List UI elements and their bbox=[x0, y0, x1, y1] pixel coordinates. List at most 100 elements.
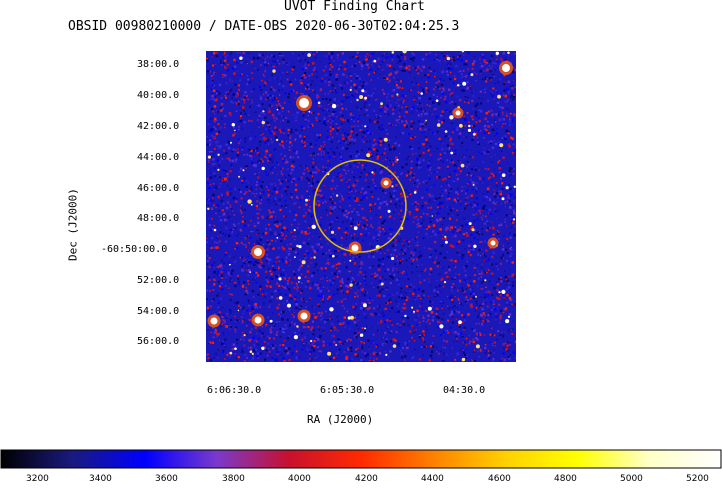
star bbox=[385, 353, 388, 356]
y-tick-label: 48:00.0 bbox=[137, 213, 180, 224]
star bbox=[461, 51, 465, 53]
star bbox=[269, 319, 273, 323]
star bbox=[396, 93, 399, 96]
star bbox=[380, 282, 384, 286]
chart-subtitle: OBSID 00980210000 / DATE-OBS 2020-06-30T… bbox=[68, 19, 460, 34]
star bbox=[230, 141, 232, 144]
star bbox=[293, 229, 296, 232]
y-tick-label: -60:50:00.0 bbox=[101, 244, 168, 255]
star bbox=[512, 218, 516, 221]
star bbox=[472, 183, 475, 186]
star bbox=[229, 351, 233, 355]
star bbox=[457, 84, 460, 87]
star bbox=[472, 132, 476, 136]
star bbox=[294, 256, 296, 258]
star bbox=[411, 306, 414, 309]
star bbox=[497, 94, 501, 99]
star bbox=[217, 168, 220, 171]
star-field bbox=[207, 51, 516, 362]
star bbox=[498, 291, 501, 294]
y-axis-label: Dec (J2000) bbox=[66, 188, 80, 261]
star bbox=[444, 235, 447, 238]
star bbox=[396, 158, 399, 161]
y-tick-label: 56:00.0 bbox=[137, 336, 180, 347]
x-axis-label: RA (J2000) bbox=[307, 413, 374, 426]
star bbox=[329, 307, 334, 312]
star bbox=[207, 207, 210, 210]
bright-star bbox=[502, 64, 510, 72]
star bbox=[364, 125, 367, 128]
star bbox=[262, 110, 265, 113]
y-tick-label: 46:00.0 bbox=[137, 183, 180, 194]
star bbox=[495, 51, 499, 55]
colorbar-tick-label: 4600 bbox=[488, 474, 511, 484]
star bbox=[242, 169, 245, 172]
star bbox=[234, 129, 236, 132]
bright-star bbox=[254, 316, 262, 324]
colorbar bbox=[0, 449, 722, 469]
star bbox=[431, 215, 434, 217]
star bbox=[301, 260, 306, 265]
y-tick-label: 52:00.0 bbox=[137, 275, 180, 286]
star bbox=[298, 245, 302, 249]
star bbox=[331, 103, 337, 109]
star bbox=[366, 153, 371, 158]
star bbox=[467, 128, 472, 132]
star bbox=[427, 306, 432, 311]
star bbox=[261, 166, 265, 171]
star bbox=[238, 175, 241, 178]
star bbox=[475, 344, 480, 349]
star bbox=[402, 51, 407, 54]
star bbox=[310, 339, 313, 343]
colorbar-tick-label: 4800 bbox=[554, 474, 577, 484]
x-tick-label: 04:30.0 bbox=[443, 385, 486, 396]
star bbox=[420, 92, 423, 95]
star bbox=[470, 73, 474, 77]
star bbox=[313, 256, 316, 259]
star bbox=[371, 171, 374, 174]
star bbox=[298, 281, 300, 283]
colorbar-tick-label: 5200 bbox=[686, 474, 709, 484]
star bbox=[349, 283, 353, 287]
star bbox=[217, 153, 220, 156]
star bbox=[278, 296, 283, 300]
y-tick-label: 44:00.0 bbox=[137, 152, 180, 163]
star bbox=[446, 56, 451, 61]
star bbox=[413, 191, 417, 194]
star bbox=[276, 237, 279, 239]
star bbox=[435, 99, 439, 102]
star bbox=[462, 81, 467, 86]
star bbox=[471, 228, 475, 232]
star bbox=[249, 271, 251, 273]
star bbox=[513, 185, 516, 188]
star bbox=[380, 102, 383, 106]
star bbox=[332, 254, 335, 258]
star bbox=[459, 123, 463, 128]
star bbox=[330, 230, 335, 234]
star bbox=[444, 130, 448, 133]
star bbox=[250, 203, 253, 206]
star bbox=[449, 115, 454, 120]
star bbox=[391, 51, 395, 54]
star bbox=[450, 151, 454, 155]
star bbox=[275, 138, 279, 142]
y-tick-label: 42:00.0 bbox=[137, 121, 180, 132]
y-tick-label: 38:00.0 bbox=[137, 59, 180, 70]
colorbar-tick-label: 3200 bbox=[26, 474, 49, 484]
chart-title: UVOT Finding Chart bbox=[284, 0, 425, 14]
star bbox=[327, 351, 332, 356]
star bbox=[391, 256, 395, 261]
bright-star bbox=[299, 98, 309, 108]
x-tick-label: 6:06:30.0 bbox=[207, 385, 262, 396]
star bbox=[501, 173, 506, 177]
star bbox=[359, 333, 364, 337]
x-tick-label: 6:05:30.0 bbox=[320, 385, 375, 396]
sky-image bbox=[206, 51, 516, 362]
colorbar-tick-label: 4400 bbox=[421, 474, 444, 484]
colorbar-tick-label: 3800 bbox=[222, 474, 245, 484]
star bbox=[349, 259, 352, 262]
star bbox=[356, 98, 359, 102]
star bbox=[404, 314, 407, 318]
target-region-circle bbox=[313, 159, 407, 253]
star bbox=[278, 277, 282, 281]
